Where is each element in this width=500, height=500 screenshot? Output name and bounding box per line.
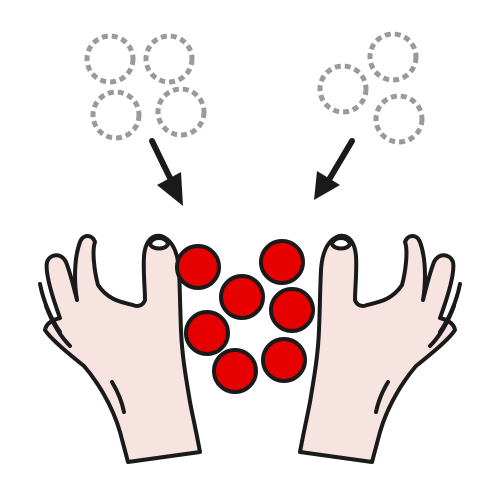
ghost-circles-left xyxy=(84,33,207,141)
dashed-circle-icon xyxy=(155,86,207,138)
red-circle-icon xyxy=(212,348,258,394)
dashed-circle-icon xyxy=(84,33,136,85)
left-hand-icon xyxy=(38,233,202,464)
ghost-circles-right xyxy=(317,31,425,145)
red-circle-icon xyxy=(219,274,265,320)
arrow-down-left-icon xyxy=(314,138,355,200)
red-circle-icon xyxy=(184,310,230,356)
red-balls xyxy=(175,239,315,394)
dashed-circle-icon xyxy=(90,89,142,141)
red-circle-icon xyxy=(261,337,307,383)
dashed-circle-icon xyxy=(143,33,195,85)
dashed-circle-icon xyxy=(317,63,369,115)
arrow-down-right-icon xyxy=(149,138,183,206)
dashed-circle-icon xyxy=(373,93,425,145)
red-circle-icon xyxy=(175,244,221,290)
dashed-circle-icon xyxy=(367,31,419,83)
red-circle-icon xyxy=(259,239,305,285)
red-circle-icon xyxy=(269,287,315,333)
right-hand-icon xyxy=(298,233,462,464)
arrows xyxy=(149,138,355,206)
